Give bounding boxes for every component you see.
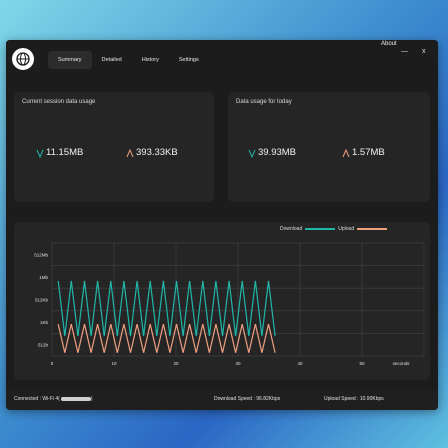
network-name-redacted bbox=[60, 396, 91, 401]
download-arrow-icon bbox=[248, 149, 256, 158]
session-card-title: Current session data usage bbox=[22, 99, 96, 105]
about-button[interactable]: About bbox=[381, 41, 397, 47]
today-download: 39.93MB bbox=[248, 147, 296, 158]
today-download-value: 39.93MB bbox=[258, 147, 297, 158]
download-speed: Download Speed : 96.82Kbps bbox=[214, 396, 281, 402]
upload-arrow-icon bbox=[126, 148, 134, 157]
tab-settings[interactable]: Settings bbox=[178, 57, 199, 63]
legend-upload-label: Upload bbox=[338, 226, 355, 232]
today-card-title: Data usage for today bbox=[236, 99, 292, 105]
tab-summary[interactable]: Summary bbox=[48, 51, 92, 69]
legend-upload-swatch bbox=[357, 228, 388, 230]
y-tick-label: 512Kb bbox=[35, 298, 49, 303]
app-logo-icon bbox=[12, 48, 34, 70]
session-usage-card: Current session data usage 11.15MB 393.3… bbox=[14, 92, 214, 202]
x-tick-label: 50 bbox=[359, 361, 365, 366]
chart-legend: Download Upload bbox=[280, 226, 388, 232]
connection-label: Connected : Wi-Fi 4( bbox=[14, 396, 60, 402]
upload-speed: Upload Speed : 10.90Kbps bbox=[324, 396, 384, 402]
speed-chart-card: Download Upload 512Mb 1Mb 512Kb 1Kb 512b 0 10 2… bbox=[14, 222, 430, 380]
today-upload-value: 1.57MB bbox=[352, 147, 385, 158]
y-tick-label: 512b bbox=[38, 343, 49, 348]
upload-series-line bbox=[57, 323, 276, 353]
x-tick-label: 10 bbox=[111, 361, 117, 366]
upload-arrow-icon bbox=[342, 148, 350, 157]
title-bar: Summary Detailed History Settings About … bbox=[6, 40, 438, 80]
x-axis-label: seconds bbox=[393, 361, 411, 366]
legend-download-label: Download bbox=[280, 226, 303, 232]
session-upload: 393.33KB bbox=[126, 147, 178, 158]
x-tick-label: 30 bbox=[235, 361, 241, 366]
session-download: 11.15MB bbox=[36, 147, 83, 158]
download-arrow-icon bbox=[36, 149, 44, 158]
tab-detailed[interactable]: Detailed bbox=[101, 57, 122, 63]
y-tick-label: 512Mb bbox=[34, 252, 48, 257]
today-usage-card: Data usage for today 39.93MB 1.57MB bbox=[228, 92, 430, 202]
status-bar: Connected : Wi-Fi 4() Download Speed : 9… bbox=[6, 390, 438, 410]
session-download-value: 11.15MB bbox=[46, 147, 84, 158]
speed-chart: 512Mb 1Mb 512Kb 1Kb 512b 0 10 20 30 40 50 seconds bbox=[34, 242, 425, 366]
y-tick-label: 1Kb bbox=[40, 320, 49, 325]
close-button[interactable]: x bbox=[422, 48, 426, 55]
tab-bar: Summary Detailed History Settings bbox=[48, 51, 209, 69]
app-window: Summary Detailed History Settings About … bbox=[6, 40, 438, 410]
x-tick-label: 40 bbox=[297, 361, 303, 366]
x-tick-label: 20 bbox=[173, 361, 179, 366]
legend-download-swatch bbox=[305, 228, 336, 230]
today-upload: 1.57MB bbox=[342, 147, 385, 158]
download-series-line bbox=[57, 280, 276, 337]
session-upload-value: 393.33KB bbox=[136, 147, 178, 158]
minimize-button[interactable]: — bbox=[401, 48, 408, 55]
tab-history[interactable]: History bbox=[141, 57, 159, 63]
connection-status: Connected : Wi-Fi 4() bbox=[14, 396, 93, 402]
x-tick-label: 0 bbox=[51, 361, 54, 366]
y-tick-label: 1Mb bbox=[39, 275, 48, 280]
